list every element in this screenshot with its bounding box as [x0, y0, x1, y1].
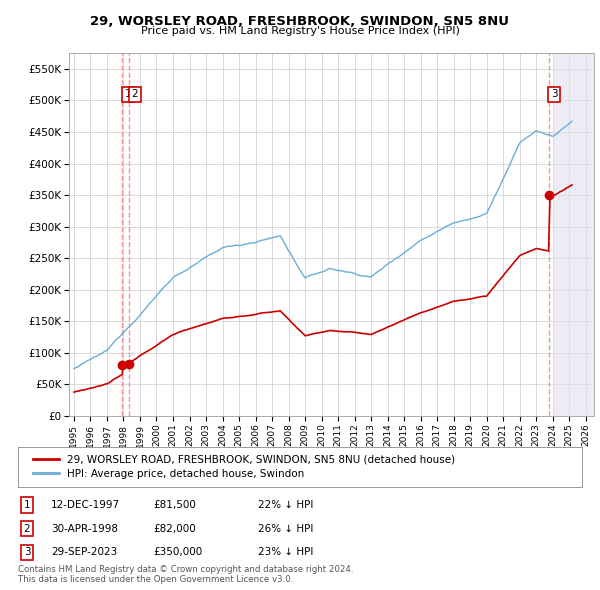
Text: £82,000: £82,000 — [153, 524, 196, 533]
Text: 26% ↓ HPI: 26% ↓ HPI — [258, 524, 313, 533]
Text: 1: 1 — [23, 500, 31, 510]
Legend: 29, WORSLEY ROAD, FRESHBROOK, SWINDON, SN5 8NU (detached house), HPI: Average pr: 29, WORSLEY ROAD, FRESHBROOK, SWINDON, S… — [29, 450, 460, 483]
Text: Contains HM Land Registry data © Crown copyright and database right 2024.: Contains HM Land Registry data © Crown c… — [18, 565, 353, 574]
Bar — [553, 53, 594, 416]
Text: 2: 2 — [23, 524, 31, 533]
Text: 22% ↓ HPI: 22% ↓ HPI — [258, 500, 313, 510]
Text: 12-DEC-1997: 12-DEC-1997 — [51, 500, 120, 510]
Text: 3: 3 — [23, 548, 31, 557]
Text: 2: 2 — [131, 89, 138, 99]
Text: 29, WORSLEY ROAD, FRESHBROOK, SWINDON, SN5 8NU: 29, WORSLEY ROAD, FRESHBROOK, SWINDON, S… — [91, 15, 509, 28]
Text: 23% ↓ HPI: 23% ↓ HPI — [258, 548, 313, 557]
Text: £350,000: £350,000 — [153, 548, 202, 557]
Text: 1: 1 — [125, 89, 131, 99]
Text: 3: 3 — [551, 89, 558, 99]
Text: £81,500: £81,500 — [153, 500, 196, 510]
Text: Price paid vs. HM Land Registry's House Price Index (HPI): Price paid vs. HM Land Registry's House … — [140, 26, 460, 36]
Text: 29-SEP-2023: 29-SEP-2023 — [51, 548, 117, 557]
Text: This data is licensed under the Open Government Licence v3.0.: This data is licensed under the Open Gov… — [18, 575, 293, 584]
Text: 30-APR-1998: 30-APR-1998 — [51, 524, 118, 533]
